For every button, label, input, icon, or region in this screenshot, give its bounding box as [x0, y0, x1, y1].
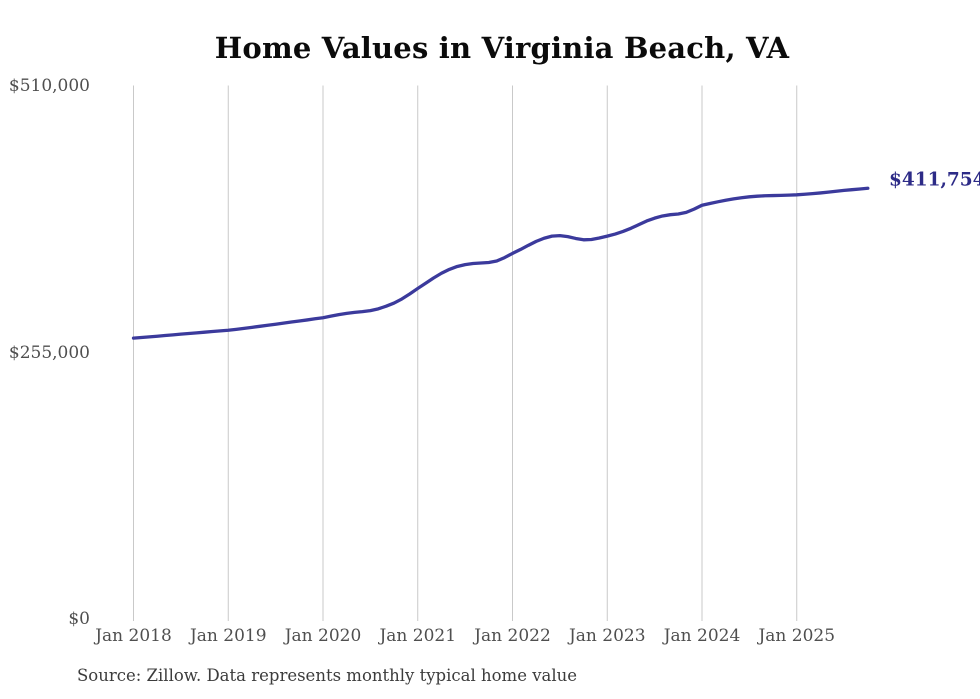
- home-value-line: [131, 186, 870, 340]
- vertical-gridlines: [133, 85, 798, 621]
- chart-title: Home Values in Virginia Beach, VA: [214, 31, 790, 65]
- x-axis-tick-jan-2022: Jan 2022: [474, 626, 551, 646]
- x-axis-tick-jan-2020: Jan 2020: [284, 626, 362, 646]
- x-axis-tick-jan-2023: Jan 2023: [568, 626, 646, 646]
- y-axis-tick-0: $0: [68, 609, 90, 629]
- x-axis-tick-jan-2025: Jan 2025: [758, 626, 836, 646]
- y-axis-tick-255000: $255,000: [8, 342, 90, 363]
- x-axis-tick-jan-2018: Jan 2018: [95, 626, 172, 646]
- source-note: Source: Zillow. Data represents monthly …: [77, 666, 578, 685]
- x-axis-tick-jan-2019: Jan 2019: [189, 626, 267, 646]
- x-axis-tick-jan-2021: Jan 2021: [379, 626, 457, 646]
- y-axis-tick-510000: $510,000: [8, 75, 90, 96]
- latest-value-label: $411,754: [889, 169, 980, 191]
- x-axis-tick-jan-2024: Jan 2024: [663, 626, 741, 646]
